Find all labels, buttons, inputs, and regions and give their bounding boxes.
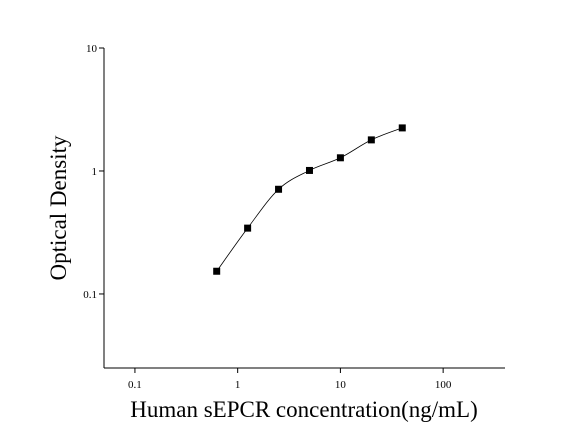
data-point bbox=[367, 136, 375, 144]
x-tick-label: 100 bbox=[435, 379, 452, 391]
y-tick-label: 0.1 bbox=[83, 289, 97, 301]
y-tick-label: 10 bbox=[86, 43, 98, 55]
data-point bbox=[244, 224, 252, 232]
data-point bbox=[213, 267, 221, 275]
x-tick-label: 1 bbox=[235, 379, 241, 391]
x-axis-title: Human sEPCR concentration(ng/mL) bbox=[130, 397, 478, 422]
data-point bbox=[305, 166, 313, 174]
y-tick-label: 1 bbox=[92, 166, 98, 178]
fit-curve bbox=[216, 127, 403, 272]
data-point bbox=[275, 185, 283, 193]
y-axis-title: Optical Density bbox=[46, 135, 71, 280]
data-point bbox=[398, 124, 406, 132]
x-tick-label: 0.1 bbox=[128, 379, 142, 391]
x-tick-label: 10 bbox=[335, 379, 347, 391]
data-point bbox=[336, 154, 344, 162]
